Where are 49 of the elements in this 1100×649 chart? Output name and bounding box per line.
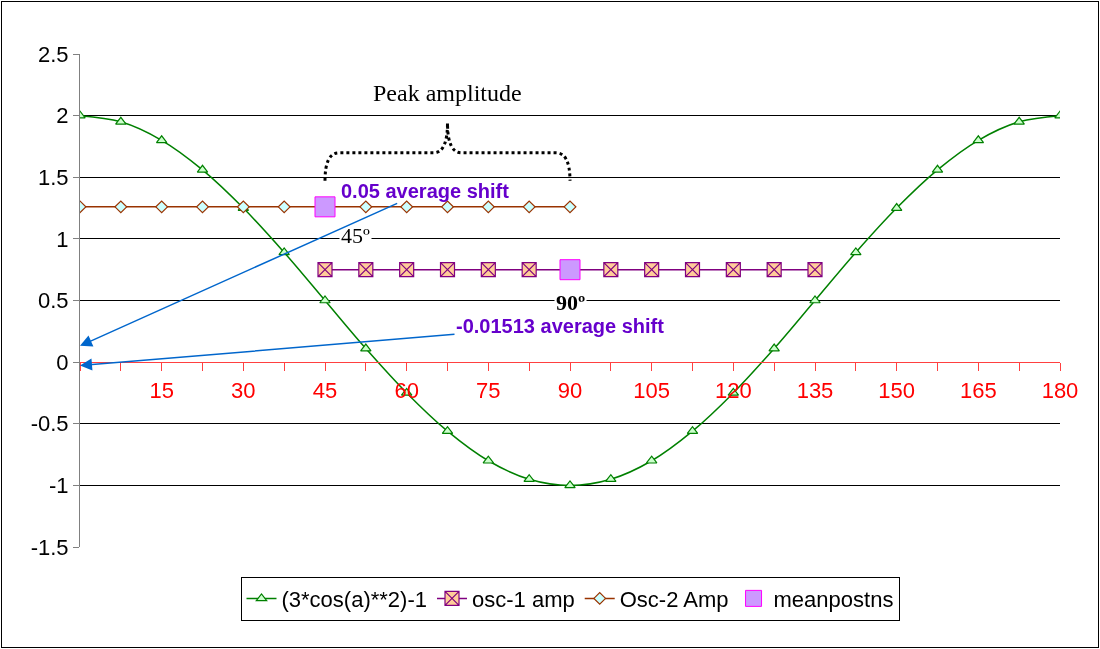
point xyxy=(319,295,331,304)
legend-label: osc-1 amp xyxy=(472,586,575,612)
x-tick-label: 150 xyxy=(878,377,916,403)
point xyxy=(317,262,333,278)
y-tick-label: -0.5 xyxy=(30,411,69,437)
annotation: 45º xyxy=(341,223,370,248)
legend-label: Osc-2 Amp xyxy=(619,586,729,612)
point xyxy=(196,200,209,214)
point xyxy=(809,295,821,304)
y-tick-label: 2.5 xyxy=(38,41,69,67)
point xyxy=(314,196,336,218)
x-tick-label: 45 xyxy=(312,377,338,403)
point xyxy=(563,200,577,214)
legend-label: (3*cos(a)**2)-1 xyxy=(281,586,427,612)
annotation: 0.05 average shift xyxy=(341,180,510,202)
annotation: 90º xyxy=(556,290,586,315)
point xyxy=(850,247,862,256)
point xyxy=(1013,116,1025,125)
x-tick-label: 165 xyxy=(959,377,997,403)
y-tick-label: 0.5 xyxy=(38,288,69,314)
annotation: -0.01513 average shift xyxy=(456,315,665,337)
point xyxy=(481,200,495,214)
x-tick-label: 180 xyxy=(1041,377,1079,403)
annotation: Peak amplitude xyxy=(373,80,522,106)
point xyxy=(564,480,576,489)
x-tick-label: 105 xyxy=(633,377,671,403)
point xyxy=(360,343,372,352)
point xyxy=(114,200,128,214)
point xyxy=(523,474,535,483)
y-tick-label: -1 xyxy=(49,473,69,499)
x-tick-label: 15 xyxy=(149,377,174,403)
x-tick-label: 75 xyxy=(476,377,501,403)
point xyxy=(768,343,780,352)
point xyxy=(605,474,617,483)
y-tick-label: 1.5 xyxy=(38,164,69,190)
x-tick-label: 90 xyxy=(557,377,583,403)
point xyxy=(277,200,291,214)
point xyxy=(522,200,536,214)
y-tick-label: -1.5 xyxy=(30,534,69,560)
y-tick-label: 0 xyxy=(56,349,69,375)
point xyxy=(155,200,169,214)
x-tick-label: 135 xyxy=(796,377,834,403)
legend-label: meanpostns xyxy=(773,586,894,612)
y-tick-label: 2 xyxy=(56,103,69,129)
point xyxy=(807,262,823,278)
x-tick-label: 30 xyxy=(231,377,256,403)
point xyxy=(115,116,127,125)
y-tick-label: 1 xyxy=(56,226,69,252)
point xyxy=(359,200,373,214)
